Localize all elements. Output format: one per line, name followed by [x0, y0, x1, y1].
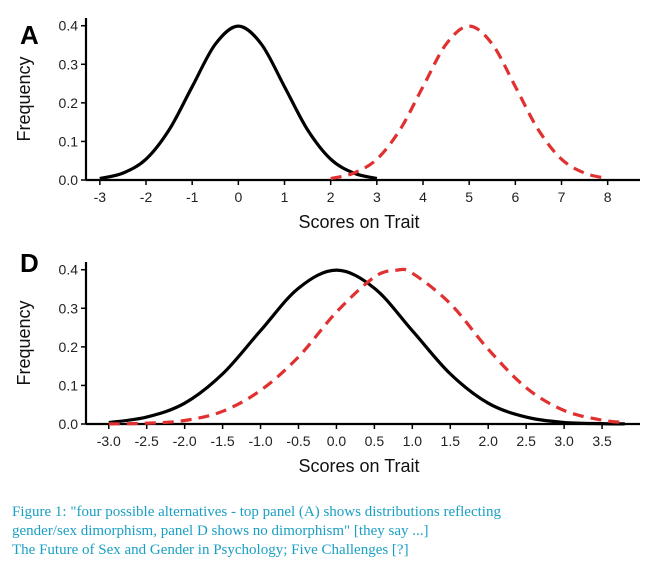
panel-a: A 0.0 0.1 0.2 0.3 0.4 -3 -2 -1 0 1 2 3 4 5 6 7 8 Scores on… — [14, 18, 640, 232]
caption-line-3: The Future of Sex and Gender in Psycholo… — [12, 542, 409, 558]
x-tick-label: -3.0 — [97, 433, 121, 449]
x-tick-label: -3 — [94, 189, 107, 205]
x-tick-label: -1.0 — [248, 433, 272, 449]
x-tick-label: -2 — [140, 189, 153, 205]
panel-d: D 0.0 0.1 0.2 0.3 0.4 -3.0 -2.5 -2.0 -1.5 -1.0 -0.5… — [14, 248, 640, 476]
y-tick-label: 0.1 — [59, 133, 79, 149]
x-tick-label: 2.0 — [478, 433, 498, 449]
dashed-red-distribution-line — [330, 24, 609, 181]
solid-black-distribution-line — [99, 24, 378, 181]
x-tick-label: -2.5 — [135, 433, 159, 449]
solid-black-distribution-line — [108, 268, 625, 426]
x-tick-label: 0.0 — [327, 433, 347, 449]
x-tick-label: 2 — [327, 189, 335, 205]
y-tick-label: 0.0 — [59, 172, 79, 188]
y-tick-label: 0.4 — [59, 262, 79, 278]
y-tick-label: 0.4 — [59, 18, 79, 34]
x-tick-label: 1.5 — [441, 433, 461, 449]
y-tick-label: 0.1 — [59, 377, 79, 393]
x-tick-label: 3.0 — [554, 433, 574, 449]
x-tick-label: -0.5 — [286, 433, 310, 449]
y-axis-label: Frequency — [14, 56, 34, 141]
x-tick-label: 4 — [419, 189, 427, 205]
y-tick-label: 0.2 — [59, 339, 79, 355]
x-tick-label: 6 — [511, 189, 519, 205]
x-tick-label: 0 — [234, 189, 242, 205]
x-axis-label: Scores on Trait — [298, 212, 419, 232]
y-axis-label: Frequency — [14, 300, 34, 385]
x-tick-label: 1 — [281, 189, 289, 205]
y-tick-label: 0.3 — [59, 300, 79, 316]
panel-label: D — [20, 248, 39, 278]
x-tick-label: 0.5 — [365, 433, 385, 449]
x-tick-label: 7 — [558, 189, 566, 205]
x-axis-label: Scores on Trait — [298, 456, 419, 476]
x-tick-label: -2.0 — [173, 433, 197, 449]
y-tick-label: 0.3 — [59, 56, 79, 72]
caption-line-1: Figure 1: "four possible alternatives - … — [12, 504, 501, 520]
dashed-red-distribution-line — [108, 267, 625, 426]
x-tick-label: 1.0 — [403, 433, 423, 449]
figure: A 0.0 0.1 0.2 0.3 0.4 -3 -2 -1 0 1 2 3 4 5 6 7 8 Scores on… — [14, 18, 640, 476]
x-tick-label: -1.5 — [211, 433, 235, 449]
y-tick-label: 0.2 — [59, 95, 79, 111]
x-tick-label: -1 — [186, 189, 199, 205]
caption-line-2: gender/sex dimorphism, panel D shows no … — [12, 523, 429, 539]
x-tick-label: 8 — [604, 189, 612, 205]
figure-caption: Figure 1: "four possible alternatives - … — [12, 503, 657, 560]
panel-label: A — [20, 20, 39, 50]
x-tick-label: 3.5 — [592, 433, 612, 449]
x-tick-label: 5 — [465, 189, 473, 205]
x-tick-label: 3 — [373, 189, 381, 205]
x-tick-label: 2.5 — [516, 433, 536, 449]
y-tick-label: 0.0 — [59, 416, 79, 432]
